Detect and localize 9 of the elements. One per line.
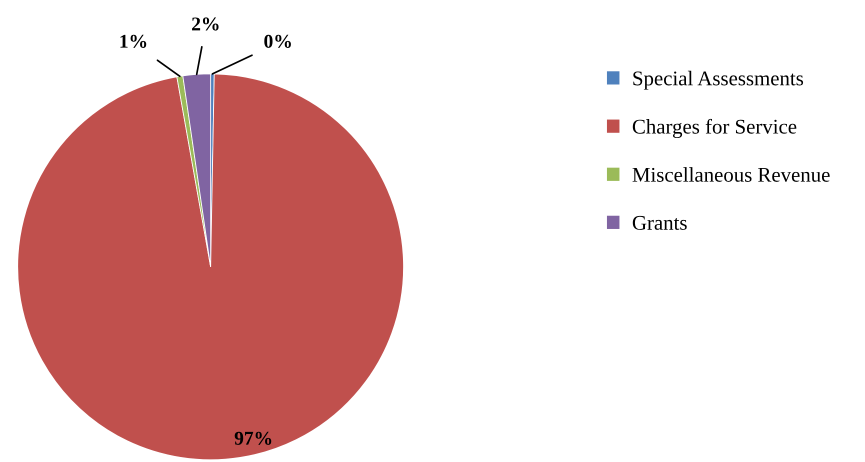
legend-label: Special Assessments (633, 70, 804, 90)
legend-label: Grants (632, 216, 687, 230)
legend-label: Miscellaneous Revenue (632, 167, 830, 182)
data-label: 1% (120, 34, 146, 48)
pie-slice (17, 73, 404, 460)
legend-label: Charges for Service (632, 118, 796, 138)
data-label: 2% (192, 17, 219, 31)
data-label: 0% (264, 34, 291, 48)
data-label: 97% (234, 432, 272, 445)
